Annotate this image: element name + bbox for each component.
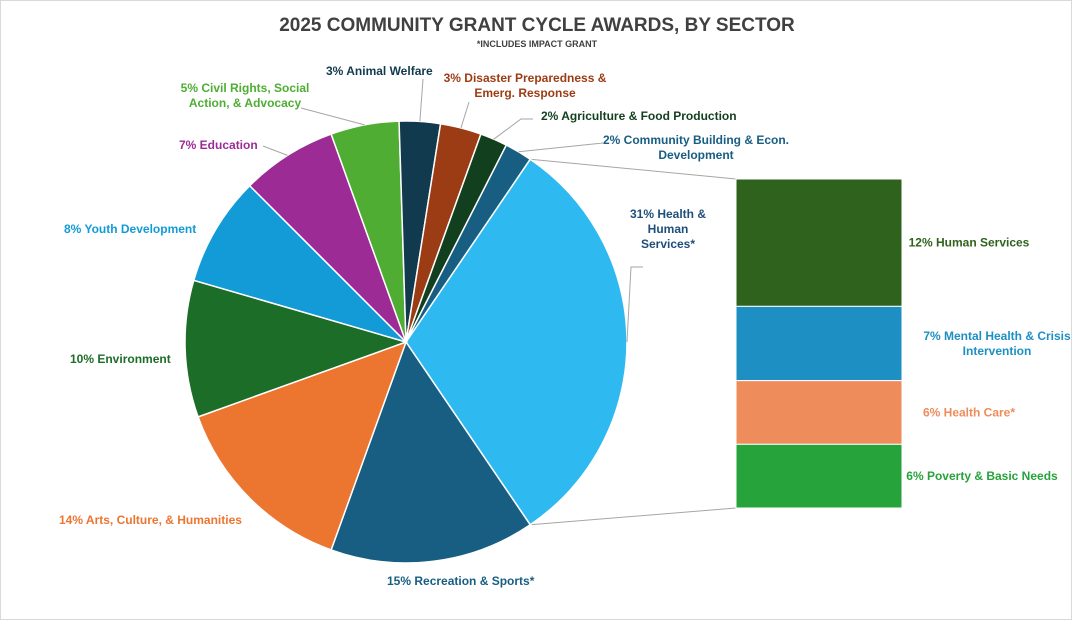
pie-slices <box>184 120 628 564</box>
data-label-recreation-sports: 15% Recreation & Sports* <box>387 574 535 588</box>
pie-slice-community-building-econ-development <box>405 144 532 343</box>
bar-segment-mental-health-crisis-intervention <box>735 305 903 382</box>
pie-slice-youth-development <box>192 184 407 343</box>
data-label-disaster-preparedness-emerg-response: 3% Disaster Preparedness & Emerg. Respons… <box>444 71 607 100</box>
data-label-health-human-services: 31% Health & Human Services* <box>630 207 706 251</box>
data-label-education: 7% Education <box>179 138 258 152</box>
data-label-youth-development: 8% Youth Development <box>64 222 196 236</box>
leader-line-disaster-preparedness-emerg-response <box>460 101 470 129</box>
bar-label-health-care: 6% Health Care* <box>923 405 1015 419</box>
leader-line-animal-welfare <box>419 78 424 122</box>
leader-line-community-building-econ-development <box>518 142 604 153</box>
leader-line-education <box>262 145 288 156</box>
pie-slice-environment <box>184 279 409 418</box>
leader-line-civil-rights-social-action-advocacy <box>300 107 365 126</box>
chart-subtitle: *INCLUDES IMPACT GRANT <box>477 39 598 49</box>
data-label-animal-welfare: 3% Animal Welfare <box>326 64 433 78</box>
breakdown-bar <box>735 178 903 509</box>
data-label-agriculture-food-production: 2% Agriculture & Food Production <box>541 109 737 123</box>
breakdown-connectors <box>530 158 737 526</box>
data-label-arts-culture-humanities: 14% Arts, Culture, & Humanities <box>59 513 242 527</box>
leader-line-health-human-services <box>626 266 643 343</box>
pie-slice-arts-culture-humanities <box>197 340 408 551</box>
leader-line-agriculture-food-production <box>493 118 533 140</box>
pie-slice-recreation-sports <box>330 340 532 564</box>
connector-line-top <box>530 158 737 180</box>
connector-line-bottom <box>530 507 737 526</box>
bar-segment-health-care <box>735 380 903 445</box>
pie-slice-health-human-services <box>405 158 628 526</box>
data-label-community-building-econ-development: 2% Community Building & Econ. Development <box>603 133 789 162</box>
bar-segment-poverty-basic-needs <box>735 443 903 509</box>
bar-label-mental-health-crisis-intervention: 7% Mental Health & Crisis Intervention <box>923 329 1071 358</box>
data-label-civil-rights-social-action-advocacy: 5% Civil Rights, Social Action, & Advocac… <box>181 81 310 110</box>
bar-segment-human-services <box>735 178 903 307</box>
leader-lines <box>262 78 643 343</box>
data-labels: 31% Health & Human Services* 15% Recreation… <box>59 64 1071 588</box>
bar-label-poverty-basic-needs: 6% Poverty & Basic Needs <box>906 469 1058 483</box>
chart-title: 2025 COMMUNITY GRANT CYCLE AWARDS, BY SE… <box>279 15 795 36</box>
bar-label-human-services: 12% Human Services <box>909 236 1030 250</box>
data-label-environment: 10% Environment <box>70 352 171 366</box>
